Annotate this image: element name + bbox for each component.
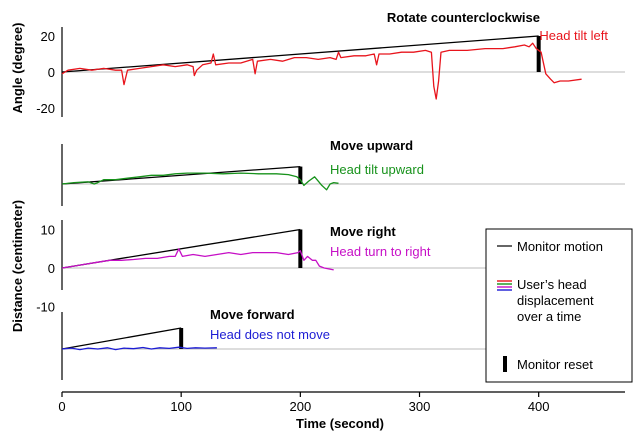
y-tick-label-right: 10 xyxy=(41,223,55,238)
legend-monitor-motion-label: Monitor motion xyxy=(517,239,603,254)
annotation-title-upward: Move upward xyxy=(330,138,413,153)
y-tick-label-rotate: 20 xyxy=(41,29,55,44)
legend-box xyxy=(485,228,633,383)
head-displacement-line-upward xyxy=(61,172,339,191)
panels: 20 0 -20 Rotate counterclockwise Head tilt l… xyxy=(36,10,625,380)
x-tick-label: 400 xyxy=(528,399,550,414)
monitor-motion-line-forward xyxy=(61,327,182,350)
head-displacement-line-rotate xyxy=(61,42,582,100)
y-axis-title-angle: Angle (degree) xyxy=(10,22,25,113)
panel-rotate: 20 0 -20 Rotate counterclockwise Head tilt l… xyxy=(36,10,625,117)
panel-upward: Move upward Head tilt upward xyxy=(61,138,625,206)
y-tick-label-rotate: 0 xyxy=(48,65,55,80)
x-axis-title: Time (second) xyxy=(296,416,384,431)
x-tick-label: 200 xyxy=(289,399,311,414)
legend-head-displacement-label: User’s head displacement over a time xyxy=(517,277,597,324)
monitor-reset-bar-right xyxy=(298,229,303,268)
legend-head-displacement-line-1: User’s head xyxy=(517,277,587,292)
y-tick-label-rotate: -20 xyxy=(36,101,55,116)
annotation-head-label-rotate: Head tilt left xyxy=(539,28,608,43)
y-tick-label-right: -10 xyxy=(36,300,55,315)
monitor-reset-bar-upward xyxy=(298,166,303,184)
legend-monitor-reset-label: Monitor reset xyxy=(517,357,593,372)
x-tick-label: 300 xyxy=(409,399,431,414)
legend: Monitor motion User’s head displacement … xyxy=(485,228,633,383)
annotation-title-right: Move right xyxy=(330,224,396,239)
monitor-motion-line-rotate xyxy=(61,35,539,73)
annotation-head-label-upward: Head tilt upward xyxy=(330,162,424,177)
legend-monitor-reset-swatch xyxy=(503,356,507,372)
annotation-head-label-forward: Head does not move xyxy=(210,327,330,342)
legend-head-displacement-line-2: displacement xyxy=(517,293,594,308)
x-tick-label: 100 xyxy=(170,399,192,414)
y-tick-label-right: 0 xyxy=(48,261,55,276)
head-displacement-line-forward xyxy=(61,346,217,351)
legend-head-displacement-swatch xyxy=(497,280,512,291)
annotation-title-rotate: Rotate counterclockwise xyxy=(387,10,540,25)
y-axis-title-distance: Distance (centimeter) xyxy=(10,200,25,332)
x-tick-label: 0 xyxy=(58,399,65,414)
legend-head-displacement-line-3: over a time xyxy=(517,309,581,324)
panel-forward: Move forward Head does not move xyxy=(61,307,625,380)
panel-right: 10 0 -10 Move right Head turn to right xyxy=(36,220,625,315)
monitor-reset-bar-rotate xyxy=(536,36,541,72)
annotation-title-forward: Move forward xyxy=(210,307,295,322)
annotation-head-label-right: Head turn to right xyxy=(330,244,431,259)
head-displacement-line-right xyxy=(61,248,334,271)
x-axis: 0 100 200 300 400 xyxy=(58,391,625,414)
monitor-motion-line-upward xyxy=(61,165,301,185)
monitor-reset-bar-forward xyxy=(179,328,184,349)
